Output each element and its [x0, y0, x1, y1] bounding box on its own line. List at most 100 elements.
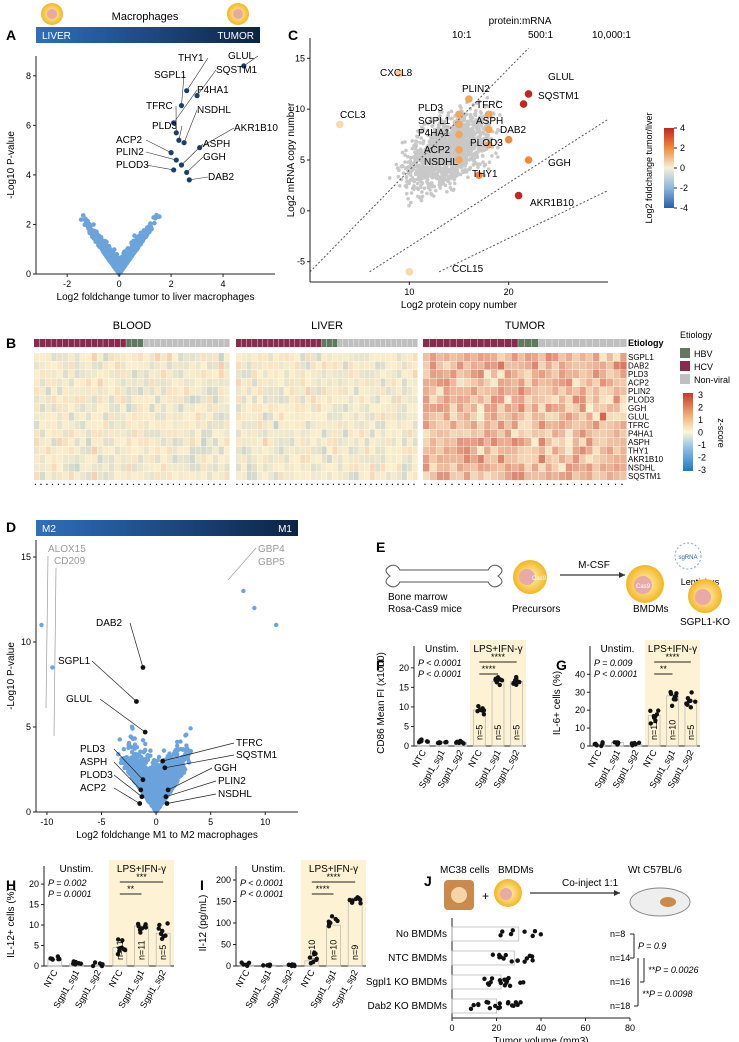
- heatmap-cell: [85, 412, 92, 421]
- heatmap-cell: [504, 463, 511, 472]
- heatmap-cell: [126, 353, 132, 362]
- heatmap-cell: [218, 395, 224, 404]
- heatmap-cell: [586, 446, 593, 455]
- heatmap-cell: [321, 429, 327, 438]
- heatmap-cell: [289, 429, 295, 438]
- heatmap-cell: [353, 395, 359, 404]
- heatmap-cell: [364, 361, 370, 370]
- heatmap-cell: [364, 353, 370, 362]
- heatmap-cell: [97, 446, 103, 455]
- heatmap-cell: [572, 370, 579, 379]
- heatmap-cell: [257, 361, 263, 370]
- heatmap-cell: [178, 438, 184, 447]
- heatmap-cell: [316, 361, 322, 370]
- heatmap-cell: [511, 429, 518, 438]
- data-point: [420, 190, 424, 194]
- heatmap-cell: [294, 412, 300, 421]
- data-point: [449, 176, 454, 180]
- data-point: [425, 191, 429, 196]
- heatmap-cell: [273, 412, 279, 421]
- heatmap-cell: [463, 353, 471, 362]
- heatmap-cell: [559, 378, 566, 387]
- heatmap-cell: [484, 361, 491, 370]
- heatmap-cell: [327, 353, 332, 362]
- heatmap-cell: [74, 361, 80, 370]
- data-point: [408, 173, 413, 177]
- heatmap-cell: [273, 421, 279, 430]
- heatmap-cell: [457, 446, 464, 455]
- data-point: [413, 151, 418, 155]
- heatmap-cell: [353, 353, 359, 362]
- heatmap-cell: [375, 353, 381, 362]
- heatmap-cell: [137, 472, 144, 481]
- heatmap-cell: [457, 463, 464, 472]
- heatmap-cell: [149, 438, 155, 447]
- heatmap-cell: [114, 446, 121, 455]
- heatmap-cell: [172, 455, 178, 464]
- heatmap-cell: [559, 370, 566, 379]
- heatmap-cell: [518, 353, 525, 362]
- heatmap-cell: [579, 438, 586, 447]
- heatmap-cell: [91, 361, 98, 370]
- heatmap-cell: [436, 378, 443, 387]
- data-point: [135, 239, 140, 244]
- heatmap-cell: [572, 412, 579, 421]
- heatmap-cell: [132, 404, 138, 413]
- heatmap-cell: [491, 387, 498, 396]
- heatmap-cell: [343, 455, 349, 464]
- heatmap-cell: [262, 395, 268, 404]
- heatmap-cell: [369, 421, 375, 430]
- heatmap-cell: [477, 370, 484, 379]
- heatmap-cell: [316, 370, 322, 379]
- sample-label: ▪: [497, 483, 503, 485]
- heatmap-cell: [51, 387, 57, 396]
- data-point: [438, 186, 442, 190]
- data-point: [114, 258, 120, 263]
- heatmap-cell: [359, 395, 365, 404]
- etiology-cell: [359, 339, 365, 347]
- data-point: [425, 177, 430, 182]
- data-point: [481, 160, 485, 164]
- heatmap-cell: [57, 472, 63, 481]
- heatmap-cell: [620, 472, 627, 481]
- heatmap-cell: [470, 463, 477, 472]
- heatmap-cell: [380, 412, 386, 421]
- heatmap-cell: [450, 404, 457, 413]
- heatmap-cell: [155, 472, 161, 481]
- y-axis-label: -Log10 P-value: [6, 131, 17, 199]
- data-point: [444, 189, 449, 194]
- heatmap-cell: [212, 438, 219, 447]
- heatmap-cell: [45, 429, 51, 438]
- heatmap-cell: [606, 361, 613, 370]
- heatmap-cell: [552, 353, 559, 362]
- heatmap-cell: [593, 421, 600, 430]
- heatmap-cell: [34, 404, 40, 413]
- heatmap-cell: [599, 395, 607, 404]
- y-tick-label: 0: [300, 206, 305, 216]
- heatmap-cell: [114, 412, 121, 421]
- heatmap-cell: [310, 387, 316, 396]
- heatmap-cell: [337, 463, 343, 472]
- heatmap-cell: [278, 404, 284, 413]
- heatmap-cell: [463, 404, 471, 413]
- heatmap-cell: [613, 421, 620, 430]
- heatmap-cell: [353, 361, 359, 370]
- heatmap-cell: [412, 378, 418, 387]
- highlighted-point: [465, 95, 473, 103]
- legend-swatch: [680, 348, 690, 358]
- heatmap-cell: [246, 361, 252, 370]
- heatmap-cell: [143, 370, 149, 379]
- data-point: [468, 156, 473, 161]
- heatmap-cell: [212, 421, 219, 430]
- heatmap-cell: [407, 395, 413, 404]
- highlighted-point: [168, 150, 174, 156]
- heatmap-cell: [457, 353, 464, 362]
- data-point: [459, 165, 464, 169]
- heatmap-cell: [348, 370, 354, 379]
- heatmap-cell: [246, 370, 252, 379]
- heatmap-cell: [155, 370, 161, 379]
- heatmap-cell: [321, 455, 327, 464]
- heatmap-cell: [224, 421, 230, 430]
- ratio-label: 10,000:1: [592, 30, 631, 41]
